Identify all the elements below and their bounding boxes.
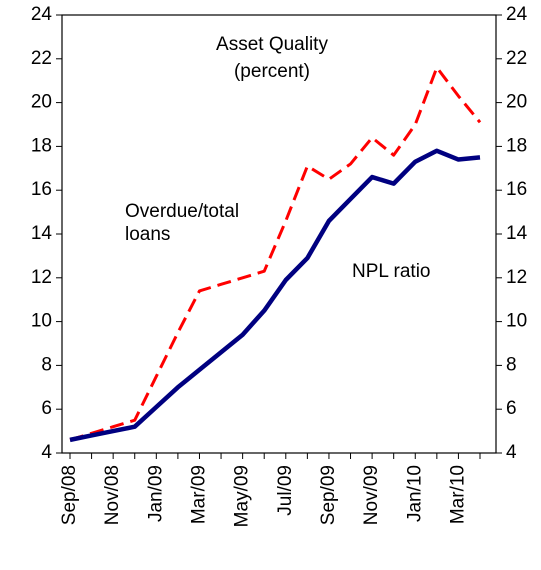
y-tick-label: 22 [31,48,52,69]
y2-tick-label: 20 [506,92,527,113]
y-tick-label: 4 [41,442,52,463]
x-tick-label: Mar/09 [188,465,209,524]
y2-tick-label: 6 [506,398,517,419]
y2-tick-label: 14 [506,223,528,244]
chart-title: Asset Quality [216,34,328,55]
y2-tick-label: 10 [506,311,527,332]
series-label-line: Overdue/total [125,201,239,222]
series-label: Overdue/total loans [125,201,239,245]
y-tick-label: 10 [31,311,52,332]
y-tick-label: 12 [31,267,52,288]
chart-subtitle: (percent) [234,61,310,82]
x-tick-label: Nov/08 [102,465,123,525]
y2-tick-label: 8 [506,354,517,375]
x-tick-label: Sep/08 [59,465,80,525]
y2-tick-label: 12 [506,267,527,288]
y2-tick-label: 16 [506,179,527,200]
y2-tick-label: 4 [506,442,517,463]
series-label-line: loans [125,224,170,245]
x-tick-label: Jul/09 [275,465,296,516]
y2-tick-label: 22 [506,48,527,69]
x-tick-label: Mar/10 [447,465,468,524]
y-tick-label: 8 [41,354,52,375]
series-line [69,148,481,443]
y2-tick-label: 24 [506,4,528,25]
y-tick-label: 16 [31,179,52,200]
series-label: NPL ratio [352,261,431,282]
y-tick-label: 24 [31,4,53,25]
y-tick-label: 14 [31,223,53,244]
y-tick-label: 6 [41,398,52,419]
x-tick-label: Jan/10 [404,465,425,522]
series-line [69,66,482,442]
x-tick-label: Sep/09 [318,465,339,525]
y-tick-label: 18 [31,135,52,156]
x-tick-label: Jan/09 [145,465,166,522]
x-tick-label: Nov/09 [361,465,382,525]
y-tick-label: 20 [31,92,52,113]
y2-tick-label: 18 [506,135,527,156]
x-tick-label: May/09 [232,465,253,527]
